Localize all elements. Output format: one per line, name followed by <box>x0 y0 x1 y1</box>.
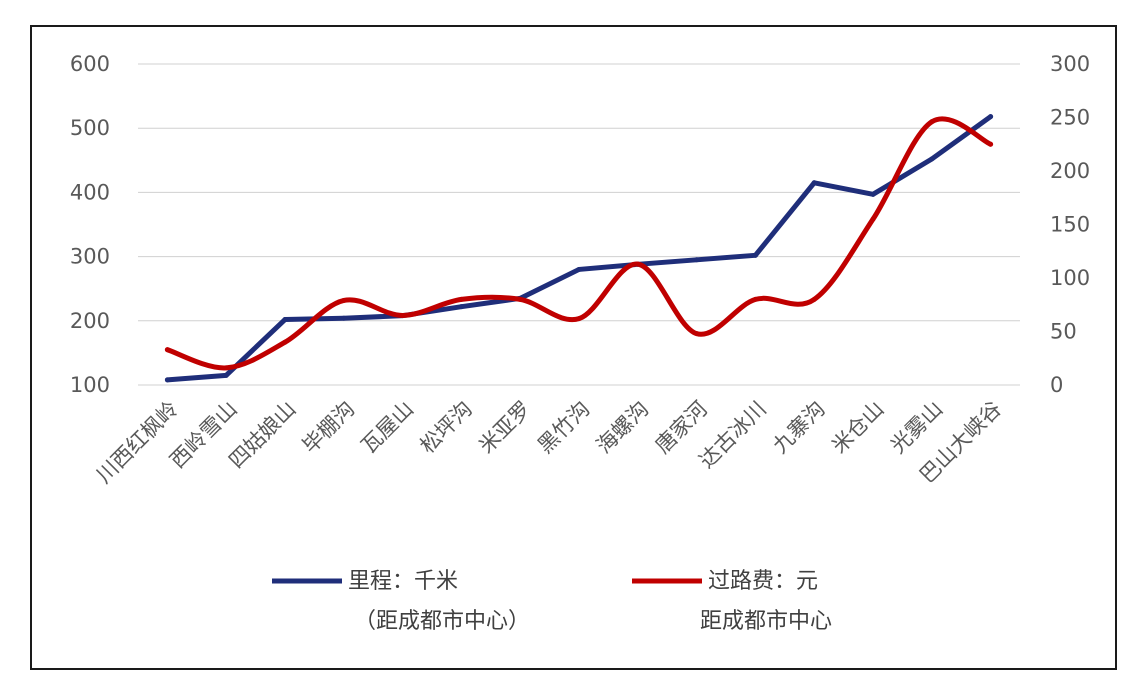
series-2-point <box>341 297 347 303</box>
legend-label-1: 里程：千米 <box>348 569 458 594</box>
series-1-point <box>223 372 229 378</box>
x-category-label: 松坪沟 <box>415 397 477 459</box>
series-1-point <box>164 377 170 383</box>
series-2-point <box>517 296 523 302</box>
series-2-point <box>929 119 935 125</box>
series-2-point <box>870 216 876 222</box>
x-category-label: 米亚罗 <box>474 397 536 459</box>
series-1-point <box>694 257 700 263</box>
legend-sublabel-2: 距成都市中心 <box>700 609 832 634</box>
series-2-point <box>164 347 170 353</box>
chart-frame <box>30 25 1117 670</box>
x-category-label: 川西红枫岭 <box>92 397 183 488</box>
y-right-tick-label: 300 <box>1050 52 1090 76</box>
x-category-label: 毕棚沟 <box>298 397 360 459</box>
series-2-point <box>988 141 994 147</box>
series-2-point <box>694 331 700 337</box>
y-left-tick-label: 200 <box>70 309 110 333</box>
series-1-point <box>341 315 347 321</box>
series-2-point <box>752 296 758 302</box>
series-2-point <box>576 316 582 322</box>
x-category-label: 黑竹沟 <box>533 397 595 459</box>
y-right-tick-label: 150 <box>1050 213 1090 237</box>
series-2-point <box>223 365 229 371</box>
series-2-point <box>282 339 288 345</box>
series-1-point <box>929 156 935 162</box>
y-left-tick-label: 500 <box>70 116 110 140</box>
x-category-label: 海螺沟 <box>592 397 654 459</box>
series-2-point <box>400 312 406 318</box>
series-1-point <box>752 252 758 258</box>
x-category-label: 瓦屋山 <box>357 397 419 459</box>
y-left-tick-label: 600 <box>70 52 110 76</box>
y-left-tick-label: 300 <box>70 245 110 269</box>
series-1-point <box>870 191 876 197</box>
series-1-point <box>282 317 288 323</box>
series-1-point <box>811 180 817 186</box>
y-right-tick-label: 50 <box>1050 320 1077 344</box>
legend-sublabel-1: （距成都市中心） <box>354 609 530 634</box>
x-category-label: 米仓山 <box>827 397 889 459</box>
y-right-tick-label: 100 <box>1050 266 1090 290</box>
x-category-label: 九寨沟 <box>768 397 830 459</box>
y-left-tick-label: 400 <box>70 180 110 204</box>
series-line-2 <box>164 116 994 371</box>
series-1-point <box>988 114 994 120</box>
y-right-tick-label: 0 <box>1050 373 1063 397</box>
series-2-point <box>635 261 641 267</box>
series-1-point <box>576 266 582 272</box>
series-2-point <box>458 296 464 302</box>
y-right-tick-label: 250 <box>1050 106 1090 130</box>
legend-label-2: 过路费：元 <box>708 569 818 594</box>
y-left-tick-label: 100 <box>70 373 110 397</box>
series-2-point <box>811 296 817 302</box>
y-right-tick-label: 200 <box>1050 159 1090 183</box>
series-1-point <box>458 304 464 310</box>
